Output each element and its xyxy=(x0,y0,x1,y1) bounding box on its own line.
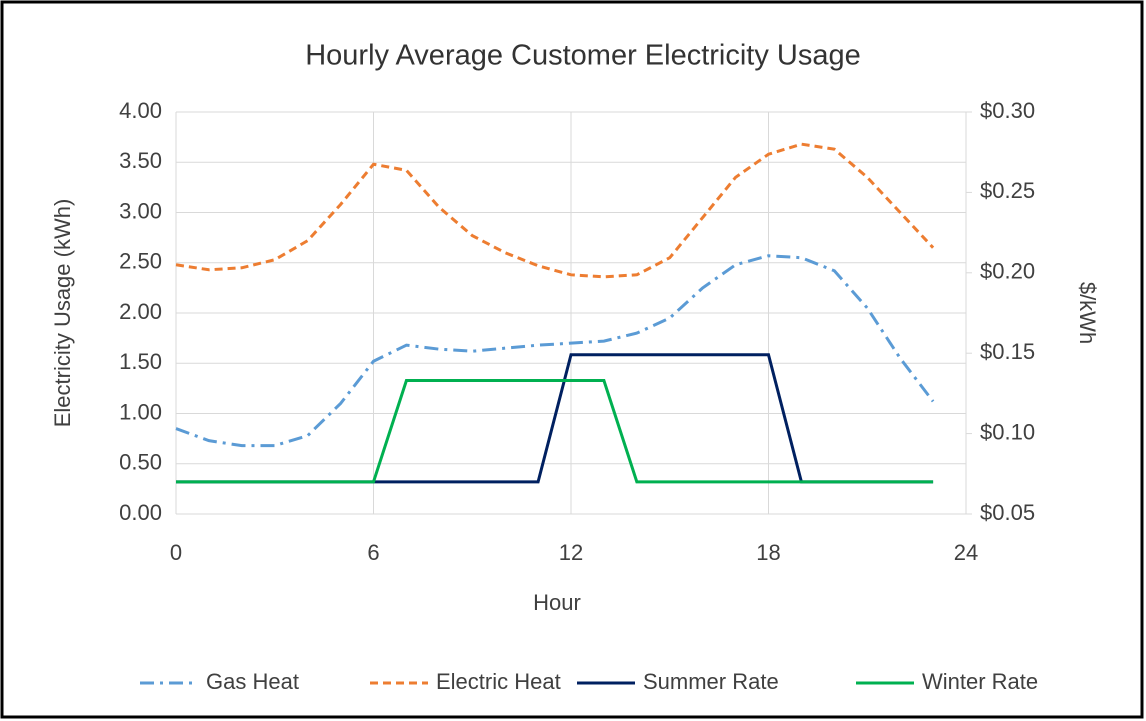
y-tick-label: 0.50 xyxy=(119,450,162,475)
y-tick-label: 1.00 xyxy=(119,399,162,424)
chart-title: Hourly Average Customer Electricity Usag… xyxy=(305,40,861,72)
y2-tick-label: $0.05 xyxy=(980,500,1035,525)
x-tick-label: 12 xyxy=(559,540,583,565)
legend-label: Electric Heat xyxy=(436,669,561,694)
y-tick-label: 3.50 xyxy=(119,148,162,173)
series-line xyxy=(175,254,935,448)
y-tick-label: 2.00 xyxy=(119,299,162,324)
y2-tick-label: $0.15 xyxy=(980,339,1035,364)
y2-tick-label: $0.20 xyxy=(980,259,1035,284)
y-tick-label: 1.50 xyxy=(119,349,162,374)
x-tick-label: 24 xyxy=(954,540,978,565)
legend-label: Gas Heat xyxy=(206,669,299,694)
x-tick-label: 0 xyxy=(170,540,182,565)
y2-axis-label: $/kWh xyxy=(1075,282,1100,344)
x-tick-label: 6 xyxy=(367,540,379,565)
y-axis-label: Electricity Usage (kWh) xyxy=(50,199,75,428)
y-tick-label: 3.00 xyxy=(119,198,162,223)
series-line xyxy=(175,142,935,279)
x-tick-label: 18 xyxy=(756,540,780,565)
y-tick-label: 4.00 xyxy=(119,98,162,123)
legend-label: Winter Rate xyxy=(922,669,1038,694)
y2-tick-label: $0.10 xyxy=(980,419,1035,444)
legend-label: Summer Rate xyxy=(643,669,779,694)
x-axis-label: Hour xyxy=(533,590,581,615)
y-tick-label: 2.50 xyxy=(119,249,162,274)
y-tick-label: 0.00 xyxy=(119,500,162,525)
y2-tick-label: $0.30 xyxy=(980,98,1035,123)
y2-tick-label: $0.25 xyxy=(980,178,1035,203)
series-line xyxy=(176,379,934,484)
